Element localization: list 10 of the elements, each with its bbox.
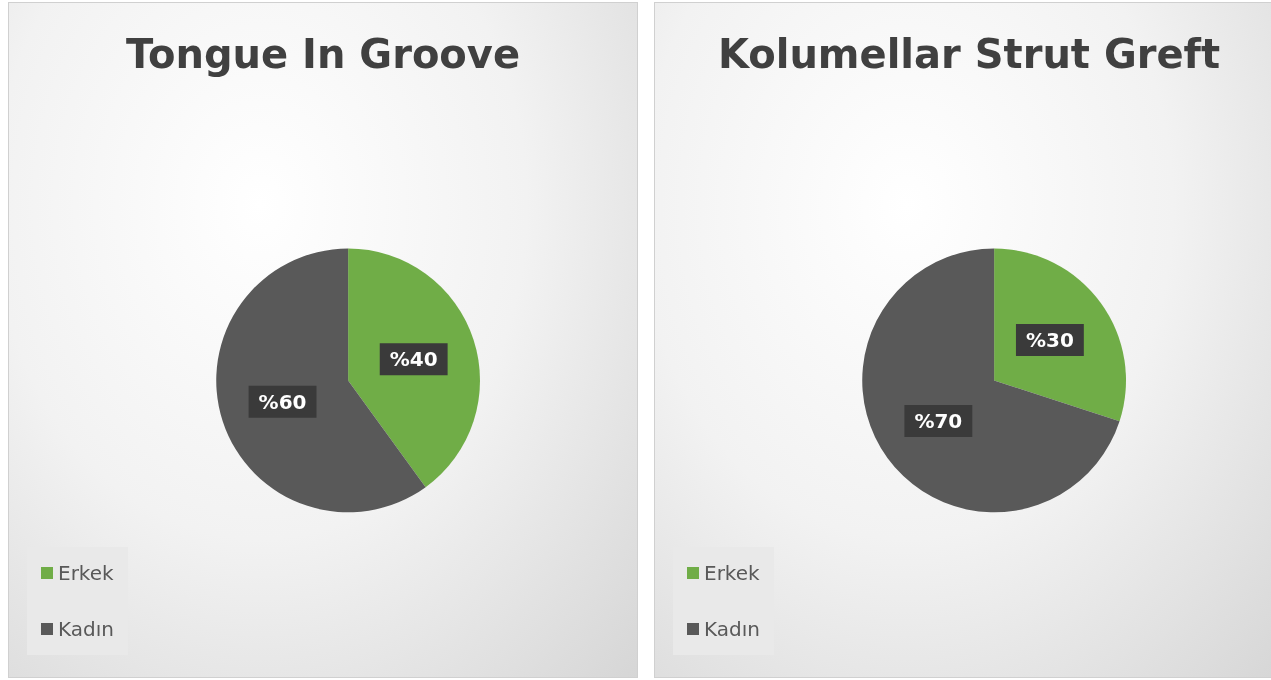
legend-label: Kadın bbox=[704, 617, 760, 641]
chart-title: Tongue In Groove bbox=[125, 31, 521, 77]
data-label: %60 bbox=[258, 389, 307, 414]
legend-label: Erkek bbox=[704, 561, 761, 585]
legend-label: Kadın bbox=[58, 617, 114, 641]
data-label: %40 bbox=[389, 347, 438, 372]
legend-label: Erkek bbox=[58, 561, 115, 585]
data-label: %70 bbox=[914, 408, 963, 433]
chart-title: Kolumellar Strut Greft bbox=[717, 31, 1221, 77]
data-label: %30 bbox=[1025, 327, 1074, 352]
